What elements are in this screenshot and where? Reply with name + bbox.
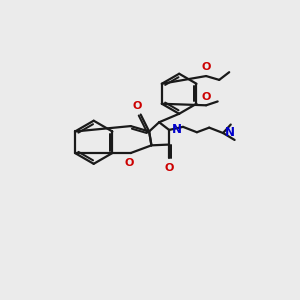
Text: O: O — [164, 163, 174, 173]
Text: N: N — [225, 126, 236, 139]
Text: O: O — [201, 62, 211, 72]
Text: O: O — [201, 92, 211, 102]
Text: O: O — [133, 101, 142, 111]
Text: N: N — [172, 123, 182, 136]
Text: O: O — [124, 158, 134, 168]
